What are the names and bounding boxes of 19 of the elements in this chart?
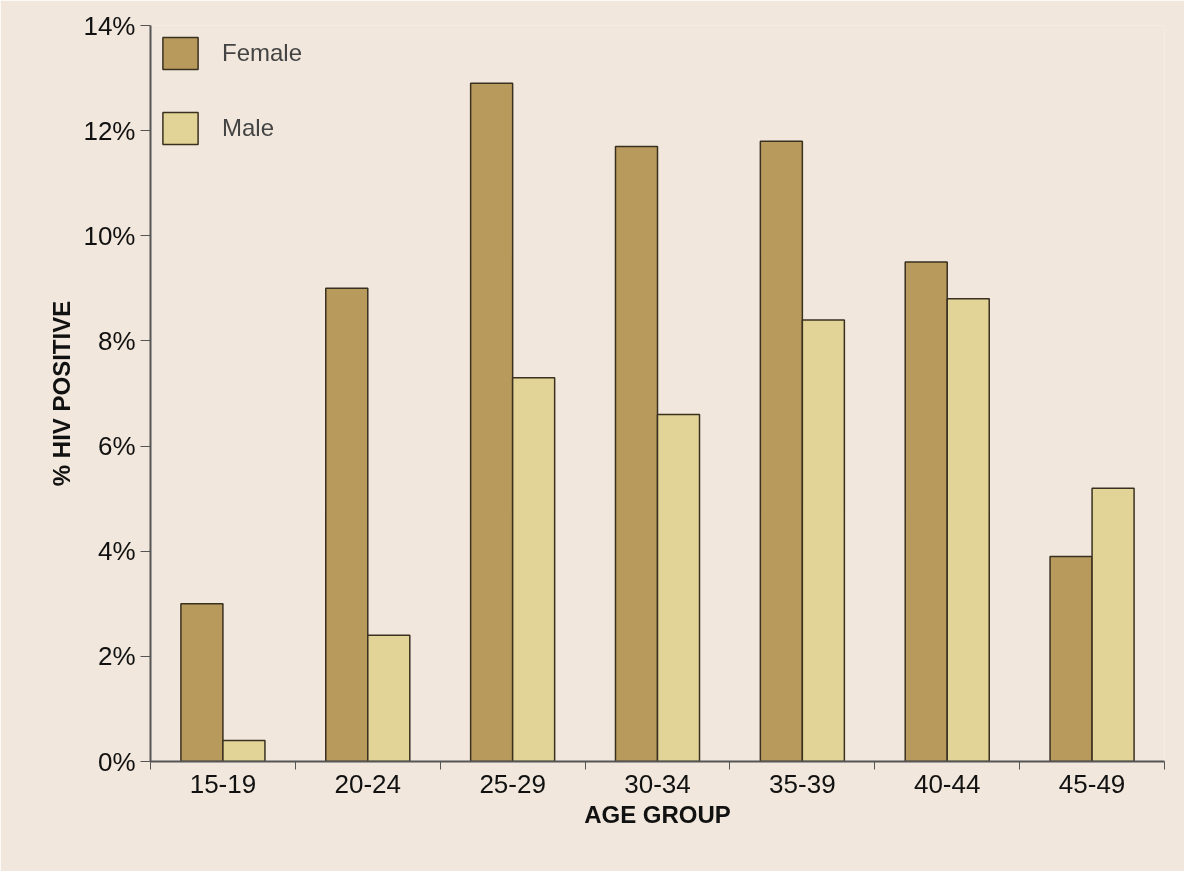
x-tick-label: 15-19 <box>189 768 257 799</box>
y-tick-label: 2% <box>97 641 136 672</box>
y-axis-title: % HIV POSITIVE <box>48 300 76 487</box>
x-tick-label: 40-44 <box>913 768 981 799</box>
legend-label: Female <box>222 39 303 67</box>
x-axis-title: AGE GROUP <box>584 800 731 828</box>
y-tick-label: 0% <box>97 746 136 777</box>
y-tick-label: 14% <box>83 10 136 41</box>
legend-label: Male <box>222 114 275 142</box>
x-tick-label: 35-39 <box>769 768 836 799</box>
y-tick-label: 6% <box>97 431 136 462</box>
x-tick-label: 25-29 <box>479 768 546 799</box>
x-tick-label: 30-34 <box>624 768 691 799</box>
x-tick-label: 20-24 <box>334 768 402 799</box>
y-tick-label: 4% <box>97 536 136 567</box>
x-tick-label: 45-49 <box>1058 768 1126 799</box>
y-tick-label: 10% <box>83 220 136 251</box>
y-tick-label: 8% <box>97 325 136 356</box>
y-tick-label: 12% <box>83 115 136 146</box>
